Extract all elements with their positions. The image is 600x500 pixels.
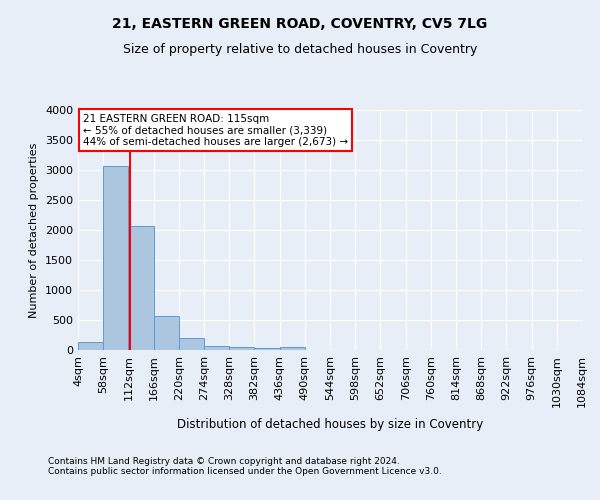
Text: Contains HM Land Registry data © Crown copyright and database right 2024.: Contains HM Land Registry data © Crown c… bbox=[48, 457, 400, 466]
Text: Size of property relative to detached houses in Coventry: Size of property relative to detached ho… bbox=[123, 42, 477, 56]
Bar bbox=[128, 226, 154, 350]
Bar bbox=[204, 346, 229, 350]
Y-axis label: Number of detached properties: Number of detached properties bbox=[29, 142, 40, 318]
Bar bbox=[78, 342, 103, 350]
X-axis label: Distribution of detached houses by size in Coventry: Distribution of detached houses by size … bbox=[177, 418, 483, 431]
Text: 21, EASTERN GREEN ROAD, COVENTRY, CV5 7LG: 21, EASTERN GREEN ROAD, COVENTRY, CV5 7L… bbox=[112, 18, 488, 32]
Bar bbox=[280, 347, 305, 350]
Bar bbox=[229, 346, 254, 350]
Text: Contains public sector information licensed under the Open Government Licence v3: Contains public sector information licen… bbox=[48, 467, 442, 476]
Bar bbox=[179, 338, 204, 350]
Bar bbox=[103, 166, 128, 350]
Text: 21 EASTERN GREEN ROAD: 115sqm
← 55% of detached houses are smaller (3,339)
44% o: 21 EASTERN GREEN ROAD: 115sqm ← 55% of d… bbox=[83, 114, 348, 147]
Bar bbox=[254, 348, 280, 350]
Bar bbox=[154, 316, 179, 350]
